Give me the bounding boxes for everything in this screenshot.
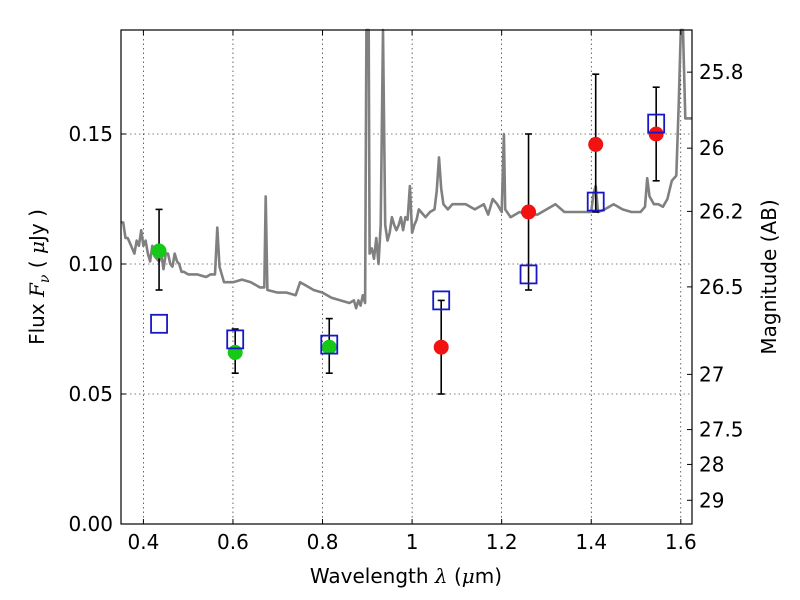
magnitude-tick-label: 27.5	[699, 418, 744, 442]
blue-square-point	[320, 334, 339, 355]
green-circle-point	[321, 339, 337, 355]
error-bars	[155, 73, 660, 395]
x-tick-label: 0.8	[307, 530, 339, 554]
red-circle-point	[648, 126, 664, 142]
x-tick-label: 0.4	[127, 530, 159, 554]
blue-square-point	[226, 329, 245, 350]
y-tick-label: 0.10	[68, 252, 113, 276]
magnitude-tick-label: 27	[699, 362, 724, 386]
blue-square-point	[586, 191, 605, 212]
green-circle-point	[151, 243, 167, 259]
model-spectrum	[121, 28, 692, 310]
magnitude-tick-label: 29	[699, 488, 724, 512]
plot-frame	[120, 29, 693, 525]
x-ticks: 0.4 0.6 0.8 1 1.2 1.4 1.6	[127, 30, 697, 554]
magnitude-tick-label: 28	[699, 452, 724, 476]
y-ticks: 0.00 0.05 0.10 0.15	[68, 122, 126, 536]
y-tick-label: 0.15	[68, 122, 113, 146]
blue-square-point	[519, 264, 538, 285]
x-tick-label: 1.6	[665, 530, 697, 554]
x-tick-label: 1.2	[486, 530, 518, 554]
magnitude-tick-label: 26.5	[699, 275, 744, 299]
x-tick-label: 1.4	[575, 530, 607, 554]
blue-square-point	[432, 290, 451, 311]
magnitude-tick-label: 26	[699, 136, 724, 160]
magnitude-tick-label: 25.8	[699, 60, 744, 84]
x-tick-label: 0.6	[217, 530, 249, 554]
magnitude-axis-label: Magnitude (AB)	[757, 199, 781, 354]
y-tick-label: 0.05	[68, 382, 113, 406]
magnitude-ticks: 25.8 26 26.2 26.5 27 27.5 28 29	[687, 60, 744, 512]
blue-square-point	[647, 113, 666, 134]
y-axis-label: Flux Fν ( μJy )	[25, 209, 53, 345]
red-circle-point	[521, 204, 537, 220]
red-circle-point	[588, 136, 604, 152]
magnitude-tick-label: 26.2	[699, 199, 744, 223]
model-spectrum-line	[121, 28, 692, 310]
x-tick-label: 1	[406, 530, 419, 554]
y-tick-label: 0.00	[68, 512, 113, 536]
x-axis-label: Wavelength λ (μm)	[310, 564, 502, 588]
data-markers	[150, 113, 666, 360]
green-circle-point	[227, 344, 243, 360]
blue-square-point	[150, 313, 168, 334]
red-circle-point	[433, 339, 449, 355]
